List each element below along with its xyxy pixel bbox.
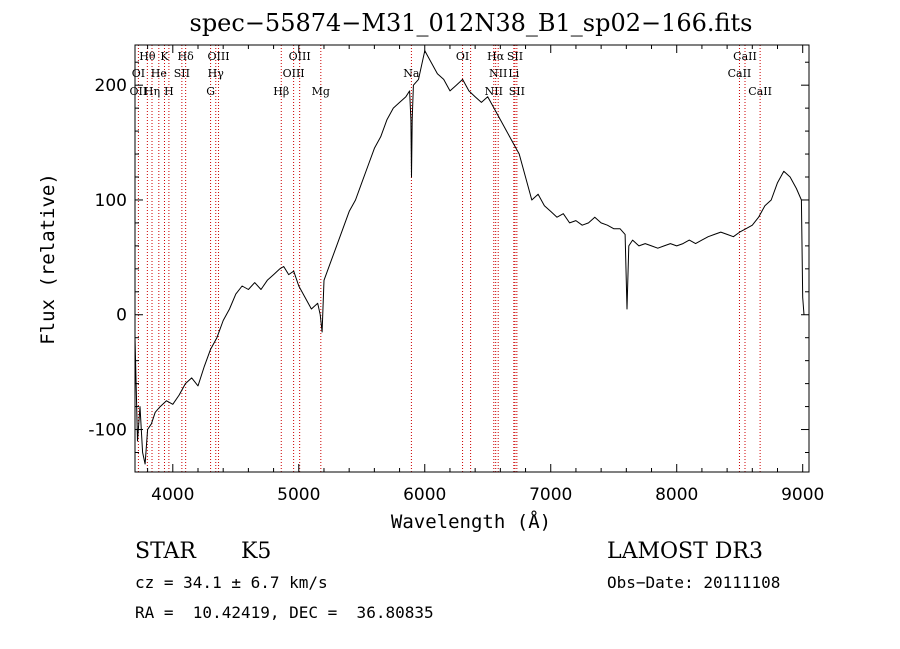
line-label: SII [174, 67, 190, 80]
chart-title: spec−55874−M31_012N38_B1_sp02−166.fits [190, 9, 753, 37]
line-label: He [151, 67, 167, 80]
line-label: OI [456, 50, 469, 63]
object-class: STAR [135, 539, 196, 564]
line-label: Hα [487, 50, 505, 63]
x-tick-label: 6000 [403, 485, 446, 505]
obs-date-text: Obs−Date: 20111108 [607, 573, 781, 592]
survey-name: LAMOST DR3 [607, 539, 763, 564]
line-label: Li [508, 67, 519, 80]
line-label: OIII [207, 50, 229, 63]
emission-line-markers [137, 45, 761, 472]
x-tick-label: 8000 [655, 485, 698, 505]
line-label: NII [489, 67, 507, 80]
x-axis-label: Wavelength (Å) [391, 510, 551, 533]
x-tick-label: 5000 [277, 485, 320, 505]
line-label: Hγ [208, 67, 225, 80]
line-label: Hη [144, 85, 160, 98]
plot-frame [134, 44, 810, 473]
y-tick-label: 0 [116, 306, 127, 326]
y-tick-label: 100 [95, 191, 127, 211]
y-tick-label: 200 [95, 76, 127, 96]
line-label: OI [132, 67, 145, 80]
line-label: G [206, 85, 215, 98]
line-label: Hθ [139, 50, 156, 63]
line-label: Mg [312, 85, 330, 98]
coordinates-text: RA = 10.42419, DEC = 36.80835 [135, 603, 434, 622]
line-label: Hδ [178, 50, 195, 63]
line-label: Hβ [273, 85, 289, 98]
x-tick-label: 7000 [529, 485, 572, 505]
y-tick-label: -100 [88, 421, 127, 441]
line-label: H [164, 85, 174, 98]
spectrum-line [134, 50, 805, 465]
line-label: Na [403, 67, 420, 80]
x-tick-label: 4000 [151, 485, 194, 505]
line-label: CaII [748, 85, 772, 98]
y-axis-label: Flux (relative) [37, 173, 59, 345]
object-subclass: K5 [241, 539, 272, 564]
line-label: SII [507, 50, 523, 63]
line-label: SII [509, 85, 525, 98]
x-tick-label: 9000 [781, 485, 824, 505]
line-label: OII [130, 85, 148, 98]
line-label: OIII [289, 50, 311, 63]
line-label: CaII [728, 67, 752, 80]
line-label: OIII [283, 67, 305, 80]
line-label: NII [485, 85, 503, 98]
line-label: CaII [733, 50, 757, 63]
axis-ticks: 4000 5000 6000 7000 8000 9000 -100 0 100 200 [88, 45, 824, 505]
line-label: K [160, 50, 169, 63]
spectrum-series [134, 50, 805, 465]
redshift-text: cz = 34.1 ± 6.7 km/s [135, 573, 328, 592]
